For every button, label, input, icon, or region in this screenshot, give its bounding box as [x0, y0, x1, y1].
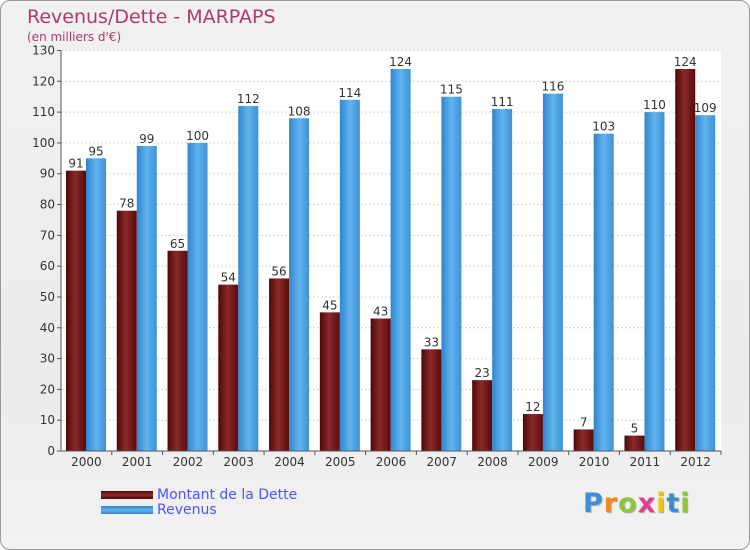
- x-tick-label: 2005: [325, 455, 356, 469]
- x-tick-label: 2001: [122, 455, 153, 469]
- bar-revenus: [593, 133, 614, 451]
- bar-dette: [472, 380, 493, 451]
- data-label-dette: 91: [68, 157, 83, 171]
- x-tick-label: 2007: [426, 455, 457, 469]
- x-tick-label: 2002: [173, 455, 204, 469]
- bar-dette: [370, 318, 391, 451]
- bar-dette: [319, 312, 340, 451]
- data-label-revenus: 116: [541, 80, 564, 94]
- bar-dette: [116, 210, 137, 451]
- bar-revenus: [390, 68, 411, 451]
- logo-letter: i: [680, 488, 691, 519]
- bar-dette: [421, 349, 442, 451]
- data-label-revenus: 111: [491, 95, 514, 109]
- bar-dette: [167, 250, 188, 451]
- data-label-revenus: 95: [88, 144, 103, 158]
- y-tick-label: 50: [40, 290, 55, 304]
- logo-letter: t: [666, 488, 681, 519]
- x-tick-label: 2012: [680, 455, 711, 469]
- data-label-revenus: 115: [440, 83, 463, 97]
- bar-revenus: [492, 109, 513, 452]
- data-label-revenus: 112: [237, 92, 260, 106]
- data-label-dette: 54: [221, 271, 236, 285]
- data-label-dette: 43: [373, 305, 388, 319]
- y-tick-label: 120: [32, 74, 55, 88]
- data-label-dette: 12: [525, 400, 540, 414]
- x-tick-label: 2000: [71, 455, 102, 469]
- bar-revenus: [339, 99, 360, 452]
- bar-revenus: [695, 115, 716, 451]
- data-label-revenus: 114: [338, 86, 361, 100]
- data-label-revenus: 100: [186, 129, 209, 143]
- logo-letter: i: [656, 488, 667, 519]
- data-label-revenus: 110: [643, 98, 666, 112]
- legend-label-revenus: Revenus: [157, 501, 217, 518]
- x-tick-label: 2008: [477, 455, 508, 469]
- bar-revenus: [187, 142, 208, 451]
- bar-revenus: [644, 112, 665, 451]
- bar-revenus: [136, 146, 157, 451]
- bar-dette: [522, 414, 543, 451]
- data-label-dette: 65: [170, 237, 185, 251]
- bar-dette: [66, 170, 86, 451]
- y-tick-label: 130: [32, 44, 55, 58]
- logo-letter: P: [583, 488, 604, 519]
- y-tick-label: 90: [40, 167, 55, 181]
- x-tick-label: 2009: [528, 455, 559, 469]
- bar-revenus: [441, 96, 462, 451]
- chart-subtitle: (en milliers d'€): [27, 30, 122, 44]
- legend-swatch-revenus: [101, 505, 153, 514]
- bar-dette: [218, 284, 239, 451]
- data-label-dette: 23: [475, 366, 490, 380]
- y-tick-label: 100: [32, 136, 55, 150]
- data-label-revenus: 124: [389, 55, 412, 69]
- data-label-dette: 56: [271, 264, 286, 278]
- chart-legend: Montant de la Dette Revenus: [101, 486, 298, 518]
- bar-revenus: [238, 105, 259, 451]
- legend-swatch-dette: [101, 490, 153, 499]
- x-tick-label: 2011: [630, 455, 661, 469]
- logo-letter: x: [637, 488, 657, 519]
- data-label-revenus: 103: [592, 120, 615, 134]
- data-label-dette: 7: [580, 415, 588, 429]
- data-label-dette: 45: [322, 298, 337, 312]
- x-tick-label: 2004: [274, 455, 305, 469]
- legend-item-dette: Montant de la Dette: [101, 486, 298, 503]
- y-tick-label: 110: [32, 105, 55, 119]
- y-tick-label: 80: [40, 198, 55, 212]
- legend-label-dette: Montant de la Dette: [157, 486, 298, 503]
- y-tick-label: 70: [40, 228, 55, 242]
- data-label-dette: 78: [119, 197, 134, 211]
- proxiti-logo: Proxiti: [583, 488, 691, 519]
- data-label-revenus: 108: [288, 104, 311, 118]
- y-tick-label: 30: [40, 352, 55, 366]
- bar-dette: [269, 278, 290, 451]
- data-label-dette: 124: [674, 55, 697, 69]
- data-label-revenus: 99: [139, 132, 154, 146]
- logo-letter: o: [618, 488, 638, 519]
- logo-letter: r: [603, 488, 619, 519]
- x-tick-label: 2003: [223, 455, 254, 469]
- bar-revenus: [542, 93, 563, 451]
- legend-item-revenus: Revenus: [101, 501, 297, 518]
- y-tick-label: 10: [40, 413, 55, 427]
- y-tick-label: 40: [40, 321, 55, 335]
- bar-dette: [624, 435, 645, 451]
- bar-chart: 9195789965100541125610845114431243311523…: [32, 44, 722, 469]
- data-label-dette: 5: [631, 422, 639, 436]
- bar-dette: [573, 429, 594, 451]
- bar-revenus: [289, 118, 310, 452]
- data-label-revenus: 109: [694, 101, 717, 115]
- y-tick-label: 20: [40, 382, 55, 396]
- y-tick-label: 60: [40, 259, 55, 273]
- bar-dette: [675, 68, 696, 451]
- x-tick-label: 2010: [579, 455, 610, 469]
- y-tick-label: 0: [47, 444, 55, 458]
- x-tick-label: 2006: [376, 455, 407, 469]
- data-label-dette: 33: [424, 335, 439, 349]
- chart-title: Revenus/Dette - MARPAPS: [27, 6, 276, 28]
- bar-revenus: [86, 158, 106, 452]
